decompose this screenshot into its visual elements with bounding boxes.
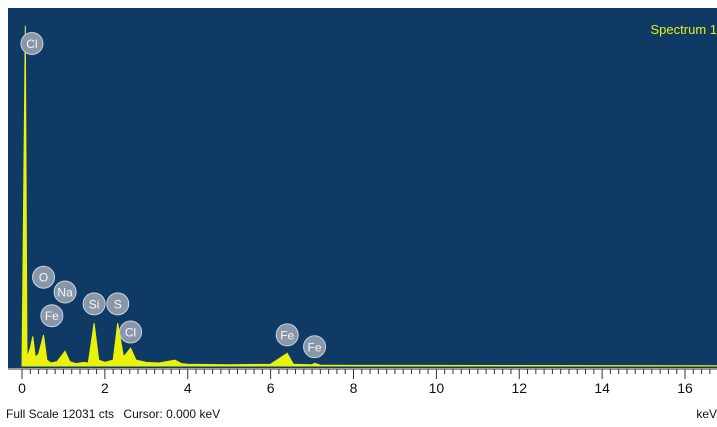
x-axis: 0 2 4 6 8 10 12 14 16 bbox=[0, 368, 717, 408]
peak-label: Fe bbox=[40, 304, 64, 328]
spectrum-series bbox=[21, 25, 717, 367]
cursor-text: Cursor: 0.000 keV bbox=[123, 407, 221, 421]
peak-label-text: Cl bbox=[125, 325, 136, 339]
x-tick-label: 8 bbox=[349, 380, 358, 396]
peak-label: Cl bbox=[20, 31, 44, 55]
status-bar: Full Scale 12031 cts Cursor: 0.000 keV bbox=[6, 407, 220, 421]
x-axis-unit: keV bbox=[696, 407, 717, 421]
peak-label: O bbox=[32, 265, 56, 289]
peak-label-text: Na bbox=[57, 286, 73, 300]
x-tick-label: 0 bbox=[18, 380, 26, 396]
peak-label: Fe bbox=[303, 335, 327, 359]
peak-label-text: Fe bbox=[308, 340, 322, 354]
x-tick-label: 10 bbox=[428, 380, 445, 396]
x-tick-label: 16 bbox=[677, 380, 693, 396]
peak-label-bubble bbox=[303, 335, 327, 359]
peak-label-bubble bbox=[53, 280, 77, 304]
peak-label: Na bbox=[53, 280, 77, 304]
peak-label: S bbox=[106, 292, 130, 316]
x-tick-label: 14 bbox=[594, 380, 610, 396]
peak-label-text: Fe bbox=[280, 328, 294, 342]
peak-label-text: O bbox=[39, 271, 48, 285]
peak-label-bubble bbox=[32, 265, 56, 289]
peak-label-text: Cl bbox=[26, 37, 37, 51]
full-scale-text: Full Scale 12031 cts bbox=[6, 407, 115, 421]
peak-label-bubble bbox=[40, 304, 64, 328]
peak-label-text: S bbox=[114, 297, 122, 311]
peak-label-bubble bbox=[275, 323, 299, 347]
x-axis-ticks bbox=[8, 368, 717, 379]
x-tick-label: 4 bbox=[183, 380, 192, 396]
peak-label-bubble bbox=[82, 292, 106, 316]
x-tick-label: 6 bbox=[266, 380, 275, 396]
peak-label-bubble bbox=[119, 320, 143, 344]
peak-label-bubble bbox=[106, 292, 130, 316]
peak-label-text: Si bbox=[89, 297, 100, 311]
peak-label: Fe bbox=[275, 323, 299, 347]
series-name: Spectrum 1 bbox=[650, 22, 717, 37]
peak-label: Si bbox=[82, 292, 106, 316]
peak-label: Cl bbox=[119, 320, 143, 344]
x-tick-label: 2 bbox=[100, 380, 109, 396]
x-tick-label: 12 bbox=[511, 380, 528, 396]
peak-label-bubble bbox=[20, 31, 44, 55]
plot-panel: Cl O Na Fe Si S Cl Fe Fe Spectrum 1 bbox=[8, 8, 717, 368]
peak-label-text: Fe bbox=[45, 309, 59, 323]
